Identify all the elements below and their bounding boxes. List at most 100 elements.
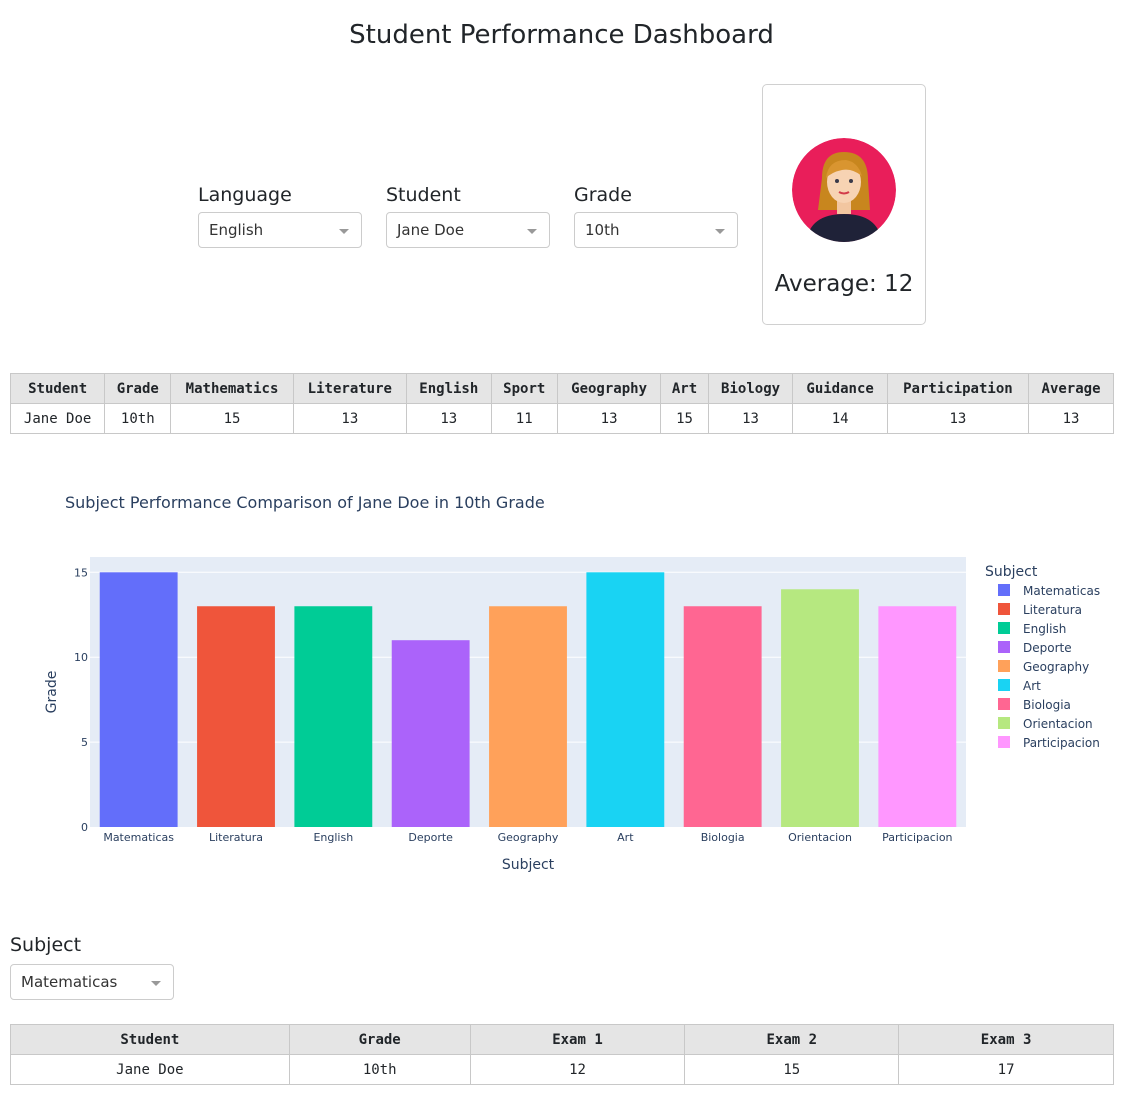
grade-filter: Grade 10th bbox=[574, 184, 738, 248]
bar-participacion bbox=[878, 606, 957, 827]
y-tick-label: 0 bbox=[81, 821, 88, 834]
y-tick-label: 15 bbox=[74, 566, 88, 579]
exam-cell-1: 10th bbox=[288, 1054, 471, 1085]
legend-item: Deporte bbox=[1023, 641, 1072, 655]
legend-item: Orientacion bbox=[1023, 717, 1093, 731]
exam-header-cell-1: Grade bbox=[288, 1024, 471, 1055]
summary-cell-10: 13 bbox=[886, 403, 1030, 434]
exam-header-cell-3: Exam 2 bbox=[684, 1024, 900, 1055]
bar-matematicas bbox=[99, 572, 178, 827]
x-tick-label: Biologia bbox=[701, 831, 745, 844]
legend-swatch bbox=[998, 660, 1010, 672]
summary-header-cell-5: Sport bbox=[490, 373, 558, 404]
summary-cell-1: 10th bbox=[104, 403, 172, 434]
legend-swatch bbox=[998, 622, 1010, 634]
x-tick-label: Participacion bbox=[882, 831, 952, 844]
page-title: Student Performance Dashboard bbox=[349, 20, 774, 50]
legend-title: Subject bbox=[985, 564, 1038, 580]
legend-item: Literatura bbox=[1023, 603, 1082, 617]
legend-item: Geography bbox=[1023, 660, 1089, 674]
legend-item: English bbox=[1023, 622, 1066, 636]
chart-title: Subject Performance Comparison of Jane D… bbox=[65, 493, 545, 512]
student-filter: Student Jane Doe bbox=[386, 184, 550, 248]
summary-header-cell-6: Geography bbox=[556, 373, 662, 404]
x-tick-label: Geography bbox=[498, 831, 559, 844]
summary-cell-6: 13 bbox=[556, 403, 662, 434]
legend-swatch bbox=[998, 584, 1010, 596]
bar-english bbox=[294, 606, 373, 827]
bar-geography bbox=[489, 606, 567, 827]
chevron-down-icon bbox=[715, 229, 725, 234]
subject-label: Subject bbox=[10, 934, 82, 956]
language-label: Language bbox=[198, 184, 292, 206]
summary-header-cell-2: Mathematics bbox=[170, 373, 294, 404]
grade-label: Grade bbox=[574, 184, 632, 206]
legend-swatch bbox=[998, 603, 1010, 615]
x-tick-label: Literatura bbox=[209, 831, 263, 844]
x-tick-label: Art bbox=[617, 831, 634, 844]
legend-item: Art bbox=[1023, 679, 1041, 693]
summary-header-cell-7: Art bbox=[660, 373, 709, 404]
y-tick-label: 10 bbox=[74, 651, 88, 664]
exam-cell-4: 17 bbox=[898, 1054, 1114, 1085]
summary-header-cell-1: Grade bbox=[104, 373, 172, 404]
x-tick-label: Deporte bbox=[408, 831, 453, 844]
summary-cell-5: 11 bbox=[490, 403, 558, 434]
exam-cell-3: 15 bbox=[684, 1054, 900, 1085]
legend-swatch bbox=[998, 736, 1010, 748]
legend-item: Participacion bbox=[1023, 736, 1100, 750]
summary-cell-3: 13 bbox=[292, 403, 407, 434]
x-axis-label: Subject bbox=[502, 857, 555, 873]
exam-header-cell-0: Student bbox=[10, 1024, 290, 1055]
summary-cell-7: 15 bbox=[660, 403, 709, 434]
legend-swatch bbox=[998, 698, 1010, 710]
y-tick-label: 5 bbox=[81, 736, 88, 749]
summary-cell-9: 14 bbox=[792, 403, 888, 434]
x-tick-label: Orientacion bbox=[788, 831, 852, 844]
legend-swatch bbox=[998, 641, 1010, 653]
exam-table: Student Grade Exam 1 Exam 2 Exam 3 Jane Doe 1… bbox=[10, 1024, 1114, 1085]
exam-cell-2: 12 bbox=[469, 1054, 686, 1085]
language-value: English bbox=[209, 221, 264, 239]
legend-swatch bbox=[998, 717, 1010, 729]
student-value: Jane Doe bbox=[397, 221, 465, 239]
legend-swatch bbox=[998, 679, 1010, 691]
exam-header-cell-4: Exam 3 bbox=[898, 1024, 1114, 1055]
summary-header-cell-0: Student bbox=[9, 373, 106, 404]
summary-cell-0: Jane Doe bbox=[9, 403, 106, 434]
student-dropdown[interactable]: Jane Doe bbox=[386, 212, 550, 248]
chevron-down-icon bbox=[527, 229, 537, 234]
exam-header-cell-2: Exam 1 bbox=[469, 1024, 686, 1055]
student-label: Student bbox=[386, 184, 461, 206]
subject-performance-chart: Subject Performance Comparison of Jane D… bbox=[44, 493, 1100, 873]
summary-cell-8: 13 bbox=[707, 403, 794, 434]
average-score: Average: 12 bbox=[774, 271, 914, 297]
table-row: Jane Doe 10th 12 15 17 bbox=[10, 1054, 1114, 1085]
summary-header-row: Student Grade Mathematics Literature English… bbox=[9, 373, 1114, 404]
summary-header-cell-9: Guidance bbox=[792, 373, 888, 404]
language-dropdown[interactable]: English bbox=[198, 212, 362, 248]
exam-header-row: Student Grade Exam 1 Exam 2 Exam 3 bbox=[10, 1024, 1114, 1055]
x-tick-label: Matematicas bbox=[103, 831, 174, 844]
summary-header-cell-3: Literature bbox=[292, 373, 407, 404]
legend-item: Biologia bbox=[1023, 698, 1071, 712]
grade-dropdown[interactable]: 10th bbox=[574, 212, 738, 248]
summary-cell-2: 15 bbox=[170, 403, 294, 434]
language-filter: Language English bbox=[198, 184, 362, 248]
exam-cell-0: Jane Doe bbox=[10, 1054, 290, 1085]
subject-value: Matematicas bbox=[21, 973, 118, 991]
subject-dropdown[interactable]: Matematicas bbox=[10, 964, 174, 1000]
bar-art bbox=[586, 572, 665, 827]
legend-item: Matematicas bbox=[1023, 584, 1100, 598]
summary-header-cell-4: English bbox=[405, 373, 492, 404]
student-avatar bbox=[792, 138, 896, 242]
x-tick-label: English bbox=[313, 831, 353, 844]
student-profile-card: Average: 12 bbox=[762, 84, 926, 325]
summary-cell-4: 13 bbox=[405, 403, 492, 434]
bar-deporte bbox=[391, 640, 470, 827]
summary-header-cell-8: Biology bbox=[707, 373, 794, 404]
summary-cell-11: 13 bbox=[1028, 403, 1114, 434]
chevron-down-icon bbox=[339, 229, 349, 234]
table-row: Jane Doe 10th 15 13 13 11 13 15 13 14 13 13 bbox=[9, 403, 1114, 434]
summary-header-cell-10: Participation bbox=[886, 373, 1030, 404]
